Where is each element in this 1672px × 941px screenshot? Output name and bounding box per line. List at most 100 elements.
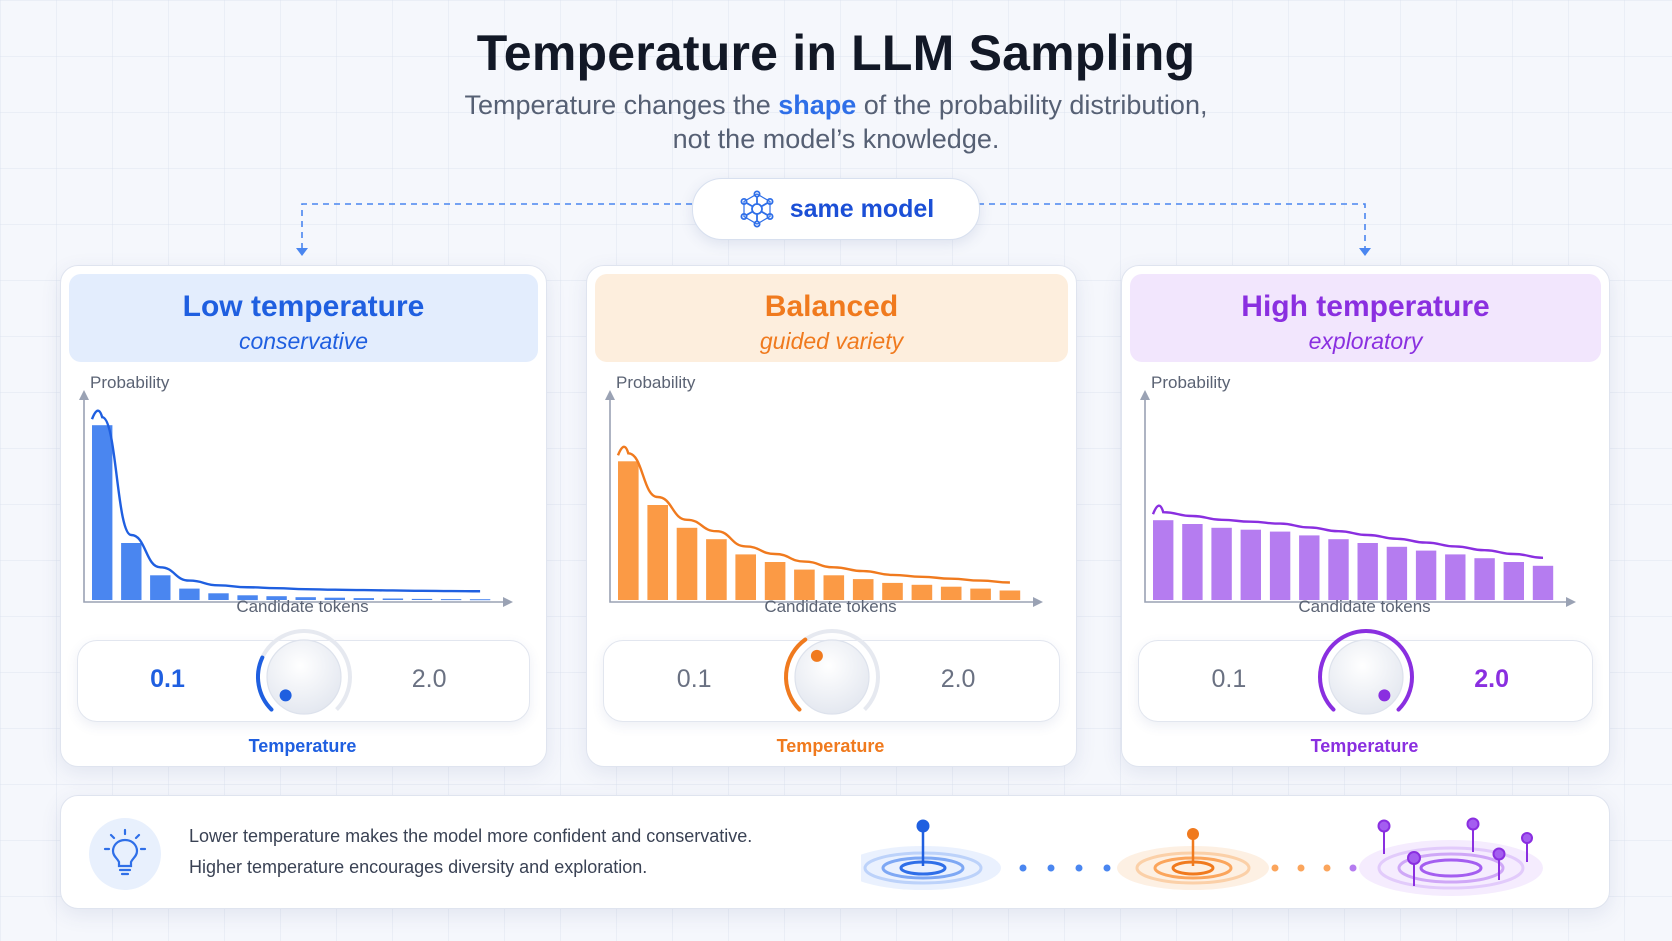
- bar-1: [121, 543, 142, 600]
- chart-axes: [609, 394, 1037, 603]
- temperature-label: Temperature: [1310, 736, 1419, 756]
- bar-10: [1445, 554, 1466, 600]
- bar-7: [823, 575, 845, 600]
- y-axis-label: Probability: [90, 373, 170, 392]
- bar-13: [1532, 565, 1554, 600]
- knob-indicator: [279, 689, 292, 702]
- temperature-knob[interactable]: [777, 625, 887, 735]
- dial-max-value: 2.0: [1474, 665, 1509, 693]
- y-axis-arrow: [605, 390, 615, 400]
- panel-title: Balanced: [764, 290, 899, 323]
- dial-min-value: 0.1: [1211, 665, 1247, 693]
- x-axis-label: Candidate tokens: [764, 597, 897, 616]
- neural-network-icon: [740, 190, 774, 228]
- y-axis-arrow: [1140, 390, 1150, 400]
- bar-12: [440, 599, 462, 601]
- knob-body: [793, 639, 870, 715]
- subtitle-before: Temperature changes the: [464, 90, 779, 120]
- bar-10: [382, 598, 404, 600]
- summary-line-1: Lower temperature makes the model more c…: [189, 826, 753, 846]
- bar-2: [150, 575, 171, 600]
- bar-7: [295, 597, 316, 600]
- bar-10: [911, 584, 933, 600]
- panel-subtitle: guided variety: [759, 328, 904, 354]
- bar-0: [1153, 520, 1174, 600]
- panel-header: Balanced guided variety: [595, 274, 1068, 362]
- distribution-curve: [90, 409, 481, 593]
- subtitle-line2: not the model’s knowledge.: [672, 124, 1000, 154]
- bar-13: [999, 590, 1021, 600]
- bar-8: [852, 579, 874, 600]
- panel-header: High temperature exploratory: [1130, 274, 1601, 362]
- bar-12: [970, 588, 991, 600]
- subtitle-after: of the probability distribution,: [856, 90, 1208, 120]
- bar-3: [706, 539, 727, 600]
- bar-12: [1503, 562, 1524, 600]
- distribution-curve: [616, 445, 1010, 584]
- x-axis-label: Candidate tokens: [1298, 597, 1431, 616]
- bar-2: [1211, 527, 1232, 600]
- panel-header: Low temperature conservative: [69, 274, 538, 362]
- knob-active-arc: [255, 655, 273, 712]
- temperature-dial[interactable]: 0.1 2.0: [1138, 629, 1593, 722]
- temperature-label: Temperature: [248, 736, 357, 756]
- lightbulb-icon: [89, 818, 161, 890]
- knob-body: [1327, 639, 1404, 715]
- chart-axes: [83, 394, 507, 603]
- bar-8: [324, 597, 345, 600]
- bar-1: [1182, 524, 1203, 600]
- bar-6: [794, 569, 815, 600]
- bar-11: [411, 598, 433, 600]
- bar-11: [940, 586, 962, 600]
- bar-0: [618, 461, 639, 600]
- distribution-chart: [79, 390, 513, 607]
- bar-7: [1357, 543, 1378, 600]
- panel-title: High temperature: [1241, 290, 1490, 323]
- chart-axes: [1144, 394, 1570, 603]
- panel-subtitle: exploratory: [1308, 328, 1423, 354]
- page-title: Temperature in LLM Sampling: [476, 25, 1196, 81]
- x-axis-arrow: [503, 597, 513, 607]
- dial-max-value: 2.0: [411, 665, 447, 693]
- ripple-high: [1359, 817, 1543, 896]
- x-axis-arrow: [1566, 597, 1576, 607]
- knob-active-arc: [783, 637, 807, 712]
- bar-0: [92, 425, 113, 600]
- dial-min-value: 0.1: [150, 665, 185, 693]
- bar-6: [1328, 539, 1349, 600]
- sampling-ripples-illustration: [861, 817, 1543, 896]
- bar-5: [764, 562, 786, 600]
- temperature-dial[interactable]: 0.1 2.0: [77, 629, 530, 722]
- temperature-label: Temperature: [776, 736, 885, 756]
- distribution-chart: [605, 390, 1043, 607]
- bar-11: [1474, 558, 1495, 600]
- ripple-balanced: [1117, 828, 1269, 890]
- temperature-knob[interactable]: [249, 625, 359, 735]
- bar-5: [237, 595, 258, 601]
- temperature-knob[interactable]: [1311, 625, 1421, 735]
- knob-indicator: [1377, 689, 1390, 702]
- temperature-dial[interactable]: 0.1 2.0: [603, 629, 1060, 722]
- x-axis-arrow: [1033, 597, 1043, 607]
- bar-13: [469, 599, 491, 601]
- y-axis-label: Probability: [616, 373, 696, 392]
- knob-indicator: [810, 649, 823, 662]
- bar-4: [1269, 531, 1291, 600]
- bar-4: [735, 554, 756, 600]
- summary-line-2: Higher temperature encourages diversity …: [189, 857, 648, 877]
- y-axis-arrow: [79, 390, 89, 400]
- bar-6: [266, 596, 287, 600]
- x-axis-label: Candidate tokens: [236, 597, 369, 616]
- same-model-label: same model: [789, 194, 935, 223]
- ripple-low: [861, 819, 1001, 890]
- bar-9: [1415, 550, 1437, 600]
- bar-1: [647, 505, 668, 600]
- page-subtitle: Temperature changes the shape of the pro…: [0, 88, 1672, 156]
- bar-9: [882, 582, 903, 600]
- bar-2: [676, 527, 698, 600]
- knob-active-arc: [1317, 629, 1414, 712]
- distribution-chart: [1140, 390, 1576, 607]
- distribution-curve: [1151, 504, 1544, 559]
- bar-5: [1299, 535, 1320, 600]
- bar-3: [1240, 529, 1261, 600]
